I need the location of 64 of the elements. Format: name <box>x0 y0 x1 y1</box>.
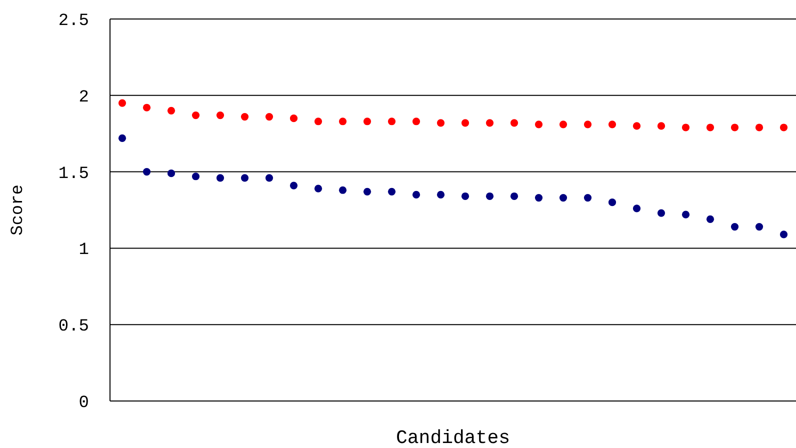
point <box>240 112 249 121</box>
point <box>706 124 714 132</box>
y-tick-label: 0 <box>78 394 89 413</box>
point <box>534 120 543 128</box>
point <box>338 118 347 126</box>
x-axis-title: Candidates <box>396 427 510 448</box>
point <box>142 104 151 112</box>
point <box>755 223 764 231</box>
point <box>167 106 176 114</box>
y-tick-label: 0.5 <box>58 318 89 337</box>
point <box>584 194 592 202</box>
y-tick-label: 1 <box>78 241 89 260</box>
point <box>363 188 372 196</box>
point <box>510 119 518 127</box>
point <box>412 118 420 126</box>
point <box>608 120 616 128</box>
point <box>240 174 249 182</box>
y-tick-label: 1.5 <box>58 164 89 184</box>
point <box>314 184 322 192</box>
point <box>412 190 420 199</box>
point <box>118 134 126 142</box>
point <box>290 114 298 122</box>
point <box>436 190 445 199</box>
point <box>192 172 200 180</box>
point <box>657 122 666 130</box>
point <box>118 99 126 107</box>
point <box>388 188 396 196</box>
point <box>338 186 347 194</box>
y-axis-title: Score <box>9 184 28 236</box>
point <box>265 112 274 121</box>
point <box>632 204 641 212</box>
point <box>730 223 739 231</box>
point <box>706 215 714 223</box>
point <box>461 119 470 127</box>
point <box>559 120 568 128</box>
point <box>730 124 739 132</box>
y-tick-label: 2.5 <box>58 12 89 31</box>
point <box>584 120 592 128</box>
point <box>486 192 494 200</box>
y-tick-label: 2 <box>78 88 89 108</box>
point <box>780 124 788 132</box>
point <box>314 118 322 126</box>
point <box>167 170 176 178</box>
point <box>682 124 690 132</box>
point <box>608 198 616 206</box>
point <box>192 111 200 120</box>
point <box>265 174 274 182</box>
point <box>363 118 372 126</box>
point <box>780 230 788 238</box>
point <box>142 168 151 176</box>
point <box>559 194 568 202</box>
point <box>755 124 764 132</box>
point <box>216 174 224 182</box>
point <box>436 119 445 127</box>
point <box>216 111 224 120</box>
point <box>461 192 470 200</box>
point <box>632 122 641 130</box>
point <box>290 182 298 190</box>
point <box>682 210 690 218</box>
point <box>486 119 494 127</box>
point <box>510 192 518 200</box>
point <box>388 118 396 126</box>
point <box>657 209 666 217</box>
point <box>534 194 543 202</box>
